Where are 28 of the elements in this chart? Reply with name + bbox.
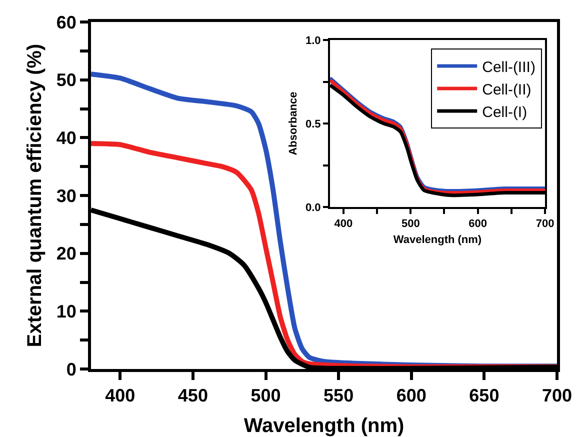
legend-label: Cell-(III) (482, 58, 536, 76)
x-tick-label: 550 (324, 386, 354, 406)
y-tick-label: 50 (56, 70, 76, 90)
y-tick-label: 10 (56, 301, 76, 322)
x-tick-label: 700 (542, 386, 572, 406)
y-tick-label: 0.5 (306, 118, 321, 130)
x-tick-label: 500 (401, 218, 420, 230)
x-axis-title: Wavelength (nm) (244, 415, 404, 437)
y-tick-label: 60 (56, 12, 76, 32)
x-tick-label: 600 (396, 386, 426, 406)
x-axis-title: Wavelength (nm) (393, 234, 482, 246)
y-axis-title: Absorbance (288, 92, 300, 156)
y-tick-label: 1.0 (306, 34, 321, 47)
legend-label: Cell-(I) (482, 104, 528, 121)
legend-label: Cell-(II) (482, 81, 532, 98)
x-tick-label: 700 (536, 218, 554, 230)
x-tick-label: 400 (334, 218, 353, 230)
x-tick-label: 650 (469, 386, 500, 406)
x-tick-label: 450 (178, 386, 208, 406)
y-tick-label: 40 (56, 128, 76, 148)
y-tick-label: 0.0 (306, 202, 321, 214)
x-tick-label: 500 (250, 386, 281, 406)
y-axis-title: External quantum efficiency (%) (24, 44, 46, 348)
x-tick-label: 400 (105, 386, 136, 406)
x-tick-label: 600 (468, 218, 487, 230)
y-tick-label: 30 (56, 186, 76, 206)
y-tick-label: 0 (66, 359, 76, 380)
y-tick-label: 20 (56, 244, 76, 264)
